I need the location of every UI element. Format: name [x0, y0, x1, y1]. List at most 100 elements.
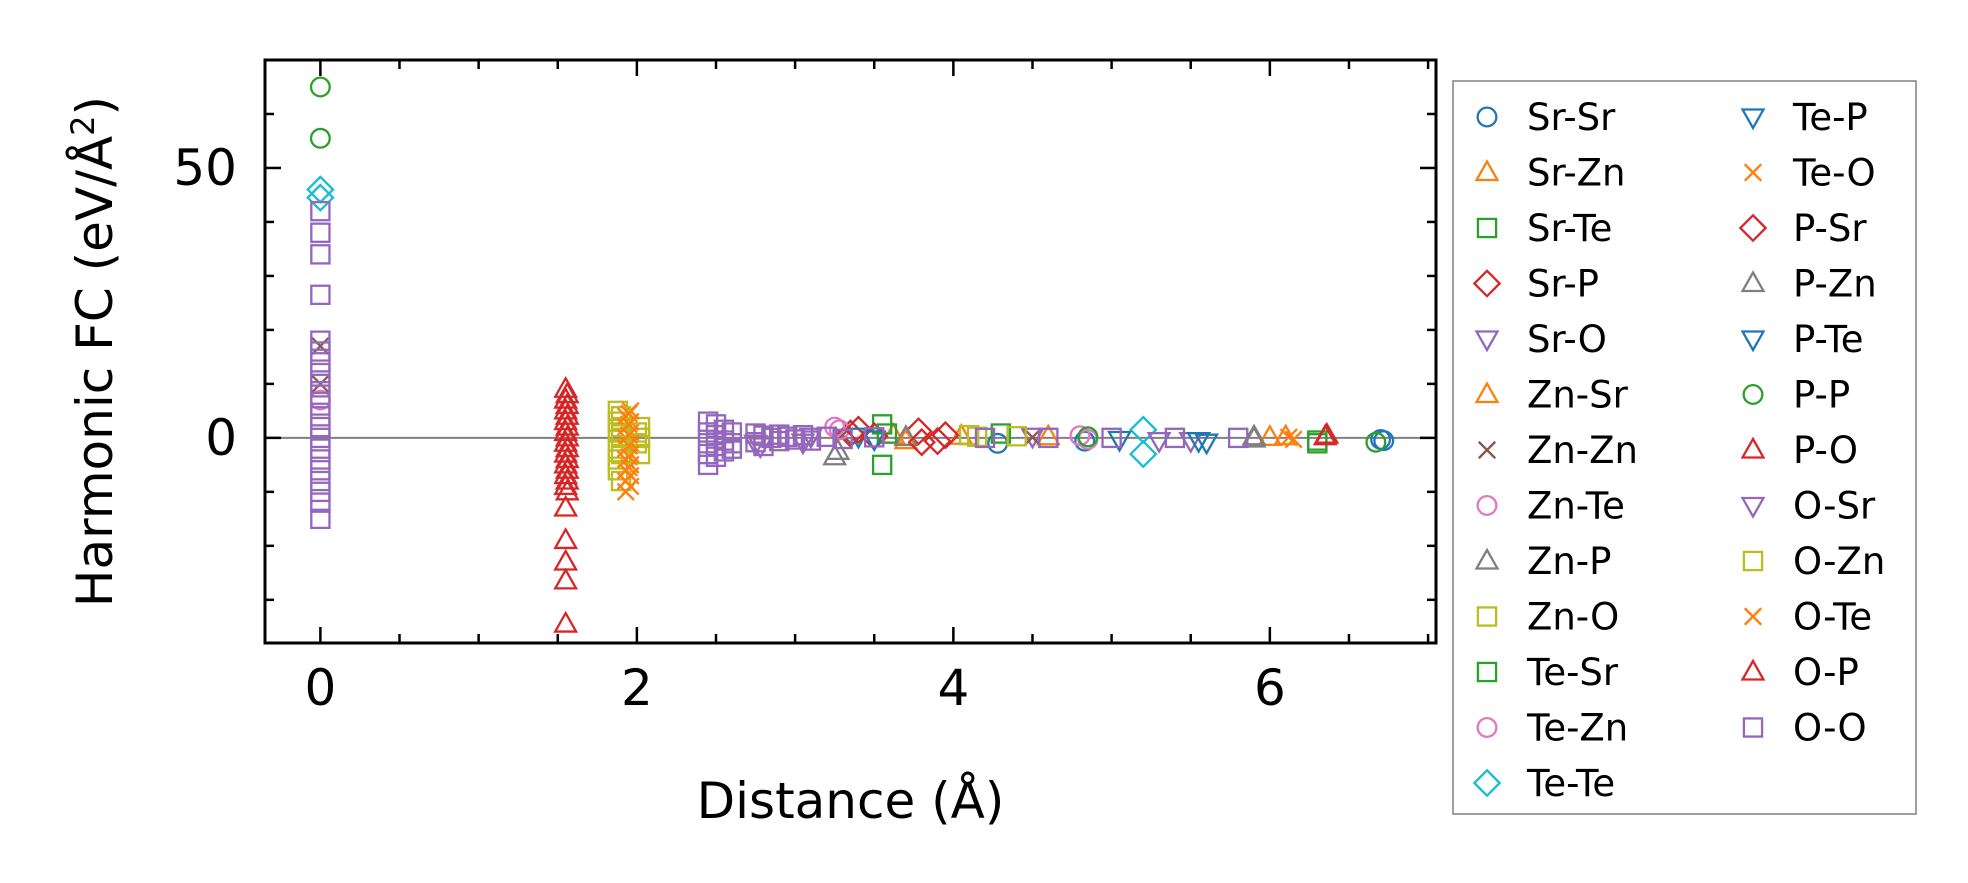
- legend-marker: [1474, 159, 1500, 182]
- legend-item: O-Zn: [1742, 540, 1885, 583]
- legend-item: O-Te: [1743, 596, 1872, 639]
- data-point: [310, 427, 331, 449]
- data-point: [1227, 427, 1249, 449]
- data-point: [705, 435, 727, 457]
- data-point: [721, 422, 743, 443]
- legend-marker: [1474, 330, 1500, 353]
- data-point: [1370, 428, 1392, 450]
- series-p-sr: [844, 415, 960, 457]
- legend-marker: [1476, 717, 1498, 739]
- data-point: [792, 424, 814, 446]
- data-point: [1146, 431, 1172, 454]
- legend-label: P-Sr: [1793, 207, 1867, 250]
- legend-marker: [1477, 440, 1497, 460]
- y-axis-label-close: ): [66, 96, 124, 116]
- legend-item: P-O: [1740, 429, 1858, 472]
- legend-label: Zn-Sr: [1527, 374, 1629, 417]
- data-point: [553, 494, 579, 517]
- legend-marker: [1740, 436, 1766, 459]
- data-point: [990, 423, 1012, 444]
- data-point: [310, 330, 331, 351]
- data-point: [1020, 427, 1045, 450]
- legend-label: Te-O: [1792, 152, 1876, 195]
- x-axis-label: Distance (Å): [697, 772, 1005, 830]
- data-point: [619, 458, 639, 477]
- legend-marker: [1740, 496, 1766, 519]
- data-point: [310, 244, 331, 265]
- legend-item: P-Sr: [1738, 207, 1867, 250]
- legend-item: Zn-Zn: [1477, 429, 1638, 472]
- legend: Sr-Sr Sr-Zn Sr-Te Sr-P Sr-O Zn-Sr Zn-Zn Zn-Te Zn…: [1452, 80, 1917, 815]
- data-point: [553, 567, 579, 590]
- legend-item: Zn-Te: [1476, 485, 1625, 528]
- data-point: [876, 423, 898, 444]
- data-point: [554, 424, 580, 447]
- legend-label: Sr-P: [1527, 263, 1599, 306]
- data-point: [871, 454, 893, 476]
- legend-item: Te-P: [1740, 96, 1868, 139]
- legend-marker: [1740, 270, 1766, 293]
- data-point: [310, 470, 331, 492]
- legend-item: O-Sr: [1740, 485, 1876, 528]
- series-p-te: [861, 430, 1212, 454]
- data-point: [907, 427, 936, 457]
- data-point: [745, 431, 766, 453]
- legend-marker: [1738, 213, 1768, 243]
- legend-item: Te-O: [1743, 152, 1876, 195]
- data-point: [1035, 423, 1061, 446]
- legend-marker: [1742, 717, 1764, 738]
- legend-item: P-Te: [1740, 318, 1864, 361]
- legend-label: Sr-Sr: [1527, 96, 1616, 139]
- data-point: [553, 473, 579, 496]
- series-o-p: [554, 381, 1340, 501]
- data-point: [310, 352, 331, 373]
- legend-marker: [1742, 383, 1764, 405]
- data-point: [554, 446, 580, 469]
- legend-item: Zn-P: [1474, 540, 1611, 583]
- legend-label: Sr-Zn: [1527, 152, 1625, 195]
- legend-item: O-O: [1742, 707, 1867, 750]
- legend-marker: [1740, 108, 1766, 131]
- legend-item: Te-Zn: [1476, 707, 1628, 750]
- data-point: [769, 430, 790, 452]
- legend-item: Te-Te: [1472, 762, 1615, 805]
- data-point: [1314, 421, 1340, 444]
- y-tick-label: 0: [205, 409, 237, 467]
- axis-ticks: [265, 60, 1436, 643]
- data-point: [553, 548, 579, 571]
- data-point: [553, 610, 579, 633]
- legend-item: Zn-Sr: [1474, 374, 1629, 417]
- data-point: [554, 435, 580, 458]
- legend-label: P-O: [1793, 429, 1858, 472]
- data-point: [310, 284, 331, 306]
- data-point: [554, 392, 580, 415]
- data-point: [310, 362, 331, 384]
- legend-label: P-Te: [1793, 318, 1864, 361]
- legend-item: P-P: [1742, 374, 1850, 417]
- legend-item: Zn-O: [1476, 596, 1619, 639]
- series-p-p: [309, 76, 1387, 453]
- legend-label: Zn-Zn: [1527, 429, 1638, 472]
- legend-label: Sr-O: [1527, 318, 1607, 361]
- legend-label: O-Te: [1793, 596, 1872, 639]
- legend-label: O-Zn: [1793, 540, 1885, 583]
- data-point: [311, 337, 330, 356]
- legend-item: P-Zn: [1740, 263, 1877, 306]
- data-point: [1077, 426, 1099, 448]
- data-point: [844, 415, 873, 445]
- data-point: [310, 406, 331, 427]
- data-point: [554, 381, 580, 404]
- series-p-o: [553, 375, 1338, 633]
- legend-marker: [1472, 768, 1502, 798]
- data-point: [310, 449, 331, 470]
- data-point: [832, 428, 853, 450]
- legend-label: Zn-P: [1527, 540, 1611, 583]
- data-point: [784, 429, 806, 450]
- data-point: [310, 460, 331, 481]
- legend-marker: [1476, 606, 1498, 627]
- data-point: [610, 470, 632, 492]
- legend-marker: [1743, 163, 1763, 182]
- data-point: [893, 423, 919, 446]
- data-point: [309, 76, 331, 98]
